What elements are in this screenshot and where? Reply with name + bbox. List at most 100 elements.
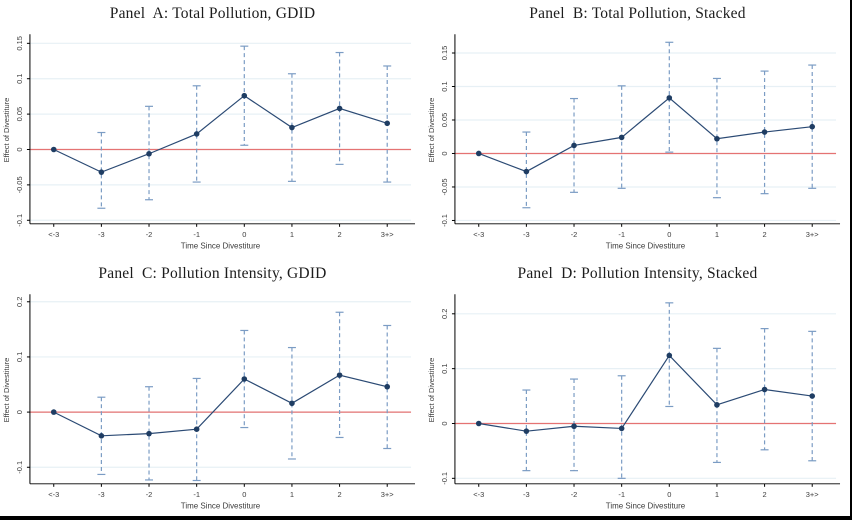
x-tick-label: -1 — [193, 490, 200, 499]
panel-c-title: Panel C: Pollution Intensity, GDID — [98, 265, 327, 282]
estimate-point — [761, 386, 768, 393]
estimate-point — [146, 430, 152, 437]
y-tick-label: 0 — [440, 421, 449, 425]
y-tick-label: 0.1 — [15, 74, 24, 84]
estimate-point — [193, 131, 200, 137]
y-axis-title: Effect of Divestiture — [427, 358, 436, 423]
panel-c: Panel C: Pollution Intensity, GDID -0.1 0… — [0, 260, 425, 520]
panel-a-title: Panel A: Total Pollution, GDID — [109, 5, 316, 22]
y-tick-label: -0.1 — [440, 472, 449, 485]
estimate-point — [98, 433, 105, 439]
gridlines — [29, 42, 412, 221]
y-axis-ticks: -0.1 -0.05 0 0.05 0.1 0.15 — [15, 36, 30, 227]
estimate-line — [478, 97, 813, 173]
x-tick-label: 1 — [715, 490, 719, 499]
estimate-point — [475, 150, 482, 157]
x-tick-label: 3+> — [806, 230, 819, 239]
x-axis-ticks: <-3 -3 -2 -1 0 1 2 3+> — [48, 223, 394, 239]
x-tick-label: -1 — [193, 230, 200, 239]
y-tick-label: 0.1 — [15, 352, 24, 362]
x-tick-label: -2 — [146, 230, 153, 239]
y-tick-label: 0 — [15, 147, 24, 151]
x-tick-label: <-3 — [473, 490, 484, 499]
x-tick-label: 1 — [715, 230, 719, 239]
x-tick-label: 3+> — [381, 490, 394, 499]
y-tick-label: -0.1 — [15, 214, 24, 227]
y-tick-label: 0 — [440, 151, 449, 155]
estimate-points — [475, 352, 816, 434]
x-axis-ticks: <-3 -3 -2 -1 0 1 2 3+> — [48, 483, 394, 499]
panel-b-chart: -0.1 -0.05 0 0.05 0.1 0.15 <-3 -3 -2 -1 0 1 2 3+> Time… — [425, 28, 850, 260]
x-tick-label: -3 — [523, 490, 530, 499]
gridlines — [29, 301, 412, 468]
y-tick-label: -0.1 — [440, 214, 449, 227]
estimate-points — [50, 92, 391, 175]
estimate-points — [50, 372, 391, 439]
x-tick-label: 0 — [667, 490, 671, 499]
x-tick-label: -1 — [618, 490, 625, 499]
x-tick-label: -3 — [98, 230, 105, 239]
panel-c-chart: -0.1 0 0.1 0.2 <-3 -3 -2 -1 0 1 2 3+> Time Since Div… — [0, 288, 425, 520]
y-axis-ticks: -0.1 0 0.1 0.2 — [15, 297, 30, 474]
x-tick-label: -2 — [146, 490, 153, 499]
estimate-point — [50, 409, 57, 415]
y-tick-label: 0.15 — [440, 46, 449, 61]
estimate-point — [384, 120, 391, 127]
confidence-intervals — [97, 311, 392, 482]
estimate-point — [618, 425, 625, 432]
x-tick-label: 0 — [242, 490, 246, 499]
x-tick-label: 3+> — [381, 230, 394, 239]
estimate-line — [53, 94, 388, 173]
y-axis-ticks: -0.1 0 0.1 0.2 — [440, 309, 455, 485]
y-axis-title: Effect of Divestiture — [2, 358, 11, 423]
estimate-point — [666, 95, 673, 101]
estimate-points — [475, 95, 816, 175]
panel-b: Panel B: Total Pollution, Stacked -0.1 -0… — [425, 0, 850, 260]
estimate-point — [384, 383, 391, 390]
y-axis-ticks: -0.1 -0.05 0 0.05 0.1 0.15 — [440, 46, 455, 227]
chart-canvas: -0.1 0 0.1 0.2 <-3 -3 -2 -1 0 1 2 3+> Time Since Div… — [427, 294, 841, 511]
x-tick-label: 2 — [337, 230, 341, 239]
estimate-point — [475, 420, 482, 427]
estimate-line — [53, 374, 388, 437]
estimate-point — [618, 134, 625, 141]
estimate-point — [714, 402, 720, 408]
estimate-point — [666, 352, 673, 359]
x-tick-label: 1 — [290, 230, 294, 239]
x-tick-label: 2 — [762, 490, 766, 499]
estimate-point — [241, 376, 248, 382]
y-tick-label: 0.2 — [440, 309, 449, 319]
x-tick-label: -3 — [523, 230, 530, 239]
panel-a: Panel A: Total Pollution, GDID -0.1 -0.05… — [0, 0, 425, 260]
x-axis-title: Time Since Divestiture — [181, 242, 261, 251]
estimate-point — [523, 168, 530, 175]
x-tick-label: 3+> — [806, 490, 819, 499]
chart-canvas: -0.1 -0.05 0 0.05 0.1 0.15 <-3 -3 -2 -1 0 1 2 3+> Time… — [2, 34, 416, 251]
estimate-point — [289, 400, 295, 407]
y-tick-label: 0.05 — [15, 107, 24, 122]
y-axis-title: Effect of Divestiture — [427, 98, 436, 163]
estimate-point — [146, 150, 152, 157]
estimate-point — [241, 92, 248, 99]
x-tick-label: 1 — [290, 490, 294, 499]
panel-d-title: Panel D: Pollution Intensity, Stacked — [517, 265, 758, 282]
x-tick-label: 0 — [242, 230, 246, 239]
estimate-point — [714, 135, 720, 142]
estimate-point — [809, 123, 816, 130]
estimate-point — [98, 169, 105, 175]
y-tick-label: -0.05 — [15, 176, 24, 193]
x-tick-label: <-3 — [473, 230, 484, 239]
x-tick-label: -3 — [98, 490, 105, 499]
x-tick-label: 2 — [337, 490, 341, 499]
y-tick-label: -0.05 — [440, 178, 449, 195]
gridlines — [454, 313, 837, 479]
panel-d: Panel D: Pollution Intensity, Stacked -0… — [425, 260, 850, 520]
x-axis-title: Time Since Divestiture — [181, 502, 261, 511]
y-tick-label: 0.1 — [440, 363, 449, 373]
gridlines — [454, 52, 837, 222]
y-tick-label: 0 — [15, 410, 24, 414]
panel-b-title: Panel B: Total Pollution, Stacked — [529, 5, 746, 22]
x-tick-label: 0 — [667, 230, 671, 239]
y-tick-label: 0.2 — [15, 297, 24, 307]
